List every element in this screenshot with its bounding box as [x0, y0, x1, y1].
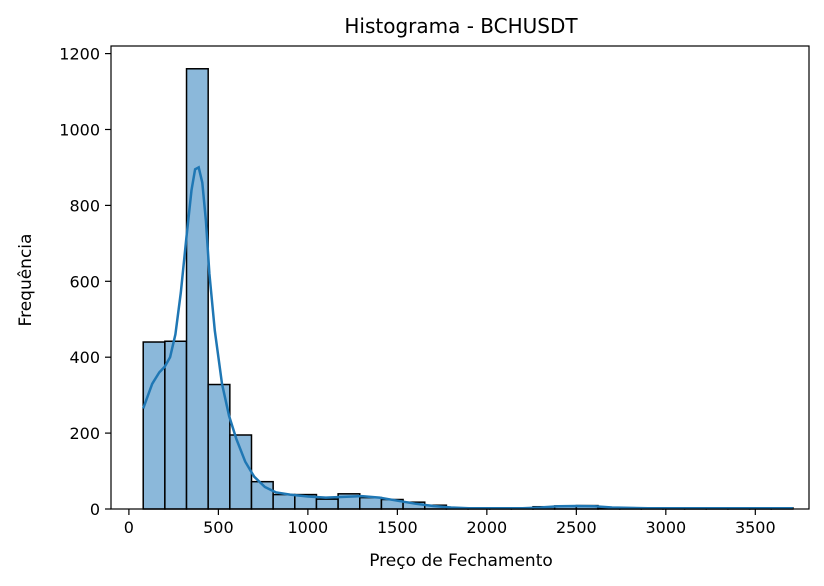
kde-curve [142, 165, 793, 510]
x-tick-label: 2500 [556, 518, 597, 537]
histogram-bar [164, 340, 188, 510]
x-tick-label: 500 [203, 518, 234, 537]
y-tick-label: 600 [69, 272, 100, 291]
chart-title: Histograma - BCHUSDT [344, 14, 578, 38]
x-tick-label: 2000 [466, 518, 507, 537]
y-tick-label: 400 [69, 348, 100, 367]
x-tick-label: 1500 [377, 518, 418, 537]
histogram-bar [272, 493, 296, 510]
histogram-bar [315, 498, 339, 510]
y-tick-label: 1200 [59, 45, 100, 64]
x-axis-ticks: 0 500 1000 1500 2000 2500 3000 3500 [124, 509, 776, 537]
y-tick-label: 1000 [59, 120, 100, 139]
histogram-bar [142, 341, 166, 510]
x-axis-label: Preço de Fechamento [369, 551, 553, 571]
plot-frame [110, 45, 810, 510]
histogram-bar [359, 496, 383, 510]
y-tick-label: 200 [69, 424, 100, 443]
histogram-bar [229, 434, 253, 510]
histogram-bars [142, 68, 794, 510]
y-tick-label: 0 [90, 500, 100, 519]
histogram-bar [185, 68, 209, 510]
x-tick-label: 3000 [645, 518, 686, 537]
x-tick-label: 0 [124, 518, 134, 537]
y-axis-ticks: 0 200 400 600 800 1000 1200 [59, 45, 111, 519]
y-tick-label: 800 [69, 196, 100, 215]
x-tick-label: 3500 [735, 518, 776, 537]
x-tick-label: 1000 [288, 518, 329, 537]
y-axis-label: Frequência [16, 234, 36, 327]
